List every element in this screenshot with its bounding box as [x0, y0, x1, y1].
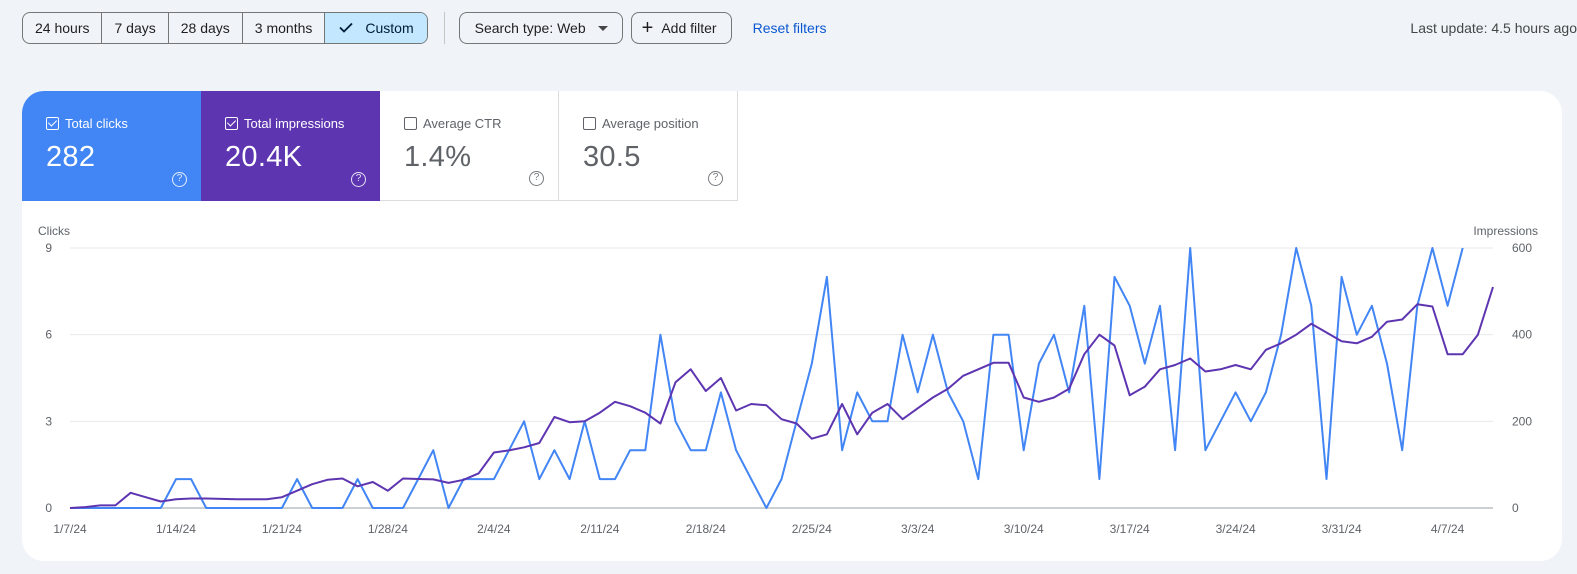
y2-tick-label: 400 — [1512, 328, 1532, 342]
range-24-hours-button[interactable]: 24 hours — [23, 13, 103, 43]
metric-average-ctr[interactable]: Average CTR 1.4% ? — [380, 91, 559, 201]
search-type-label: Search type: Web — [474, 20, 586, 36]
checkbox-checked-icon — [225, 117, 238, 130]
x-tick-label: 4/7/24 — [1431, 522, 1465, 536]
x-tick-label: 1/14/24 — [156, 522, 196, 536]
toolbar-divider — [443, 12, 445, 44]
search-type-dropdown[interactable]: Search type: Web — [458, 12, 623, 44]
range-3-months-button[interactable]: 3 months — [243, 13, 326, 43]
help-icon[interactable]: ? — [172, 172, 187, 187]
date-range-selector: 24 hours 7 days 28 days 3 months Custom — [22, 12, 428, 44]
metric-label: Average CTR — [423, 116, 502, 131]
x-tick-label: 1/21/24 — [262, 522, 302, 536]
help-icon[interactable]: ? — [529, 171, 544, 186]
y-tick-label: 3 — [45, 414, 52, 428]
y-tick-label: 6 — [45, 328, 52, 342]
y2-tick-label: 0 — [1512, 501, 1519, 515]
y2-axis-title: Impressions — [1473, 224, 1538, 238]
metric-average-position[interactable]: Average position 30.5 ? — [559, 91, 738, 201]
y2-tick-label: 600 — [1512, 241, 1532, 255]
y-tick-label: 0 — [45, 501, 52, 515]
checkbox-unchecked-icon — [583, 117, 596, 130]
gridlines — [70, 247, 1493, 509]
last-update-text: Last update: 4.5 hours ago — [1410, 20, 1577, 36]
x-tick-label: 3/31/24 — [1322, 522, 1362, 536]
y-tick-label: 9 — [45, 241, 52, 255]
help-icon[interactable]: ? — [351, 172, 366, 187]
metric-label: Total impressions — [244, 116, 345, 131]
y-axis-title: Clicks — [38, 224, 70, 238]
performance-chart: Clicks Impressions 0 3 6 9 0 200 400 600 1/7/2… — [22, 211, 1562, 551]
x-tick-label: 2/11/24 — [580, 522, 619, 536]
check-icon — [339, 20, 357, 36]
range-28-days-button[interactable]: 28 days — [169, 13, 243, 43]
reset-filters-link[interactable]: Reset filters — [752, 20, 827, 36]
metric-total-impressions[interactable]: Total impressions 20.4K ? — [201, 91, 380, 201]
y-axis-ticks: 0 3 6 9 — [45, 241, 52, 515]
x-tick-label: 1/7/24 — [53, 522, 87, 536]
help-icon[interactable]: ? — [708, 171, 723, 186]
range-7-days-button[interactable]: 7 days — [102, 13, 169, 43]
metric-value: 30.5 — [583, 141, 641, 173]
plus-icon: + — [641, 17, 654, 39]
series-lines — [69, 247, 1494, 509]
x-tick-label: 3/10/24 — [1004, 522, 1044, 536]
clicks-series-line — [70, 247, 1464, 509]
x-tick-label: 1/28/24 — [368, 522, 408, 536]
x-tick-label: 2/18/24 — [686, 522, 726, 536]
metric-label: Average position — [602, 116, 699, 131]
chart-svg: Clicks Impressions 0 3 6 9 0 200 400 600 1/7/2… — [38, 224, 1538, 536]
caret-down-icon — [597, 25, 608, 31]
x-tick-label: 3/17/24 — [1110, 522, 1150, 536]
metric-value: 282 — [46, 141, 96, 173]
metric-tabs: Total clicks 282 ? Total impressions 20.… — [22, 91, 738, 201]
checkbox-unchecked-icon — [404, 117, 417, 130]
metric-label: Total clicks — [65, 116, 128, 131]
metric-value: 20.4K — [225, 141, 303, 173]
add-filter-button[interactable]: + Add filter — [630, 12, 732, 44]
x-tick-label: 3/24/24 — [1216, 522, 1256, 536]
toolbar: 24 hours 7 days 28 days 3 months Custom … — [22, 12, 1577, 44]
checkbox-checked-icon — [46, 117, 59, 130]
x-tick-label: 3/3/24 — [901, 522, 935, 536]
y2-axis-ticks: 0 200 400 600 — [1512, 241, 1532, 515]
metric-value: 1.4% — [404, 141, 472, 173]
metric-total-clicks[interactable]: Total clicks 282 ? — [22, 91, 201, 201]
x-axis-ticks: 1/7/24 1/14/24 1/21/24 1/28/24 2/4/24 2/11/24… — [53, 522, 1464, 536]
performance-card: Total clicks 282 ? Total impressions 20.… — [22, 91, 1562, 561]
x-tick-label: 2/4/24 — [477, 522, 511, 536]
add-filter-label: Add filter — [661, 20, 717, 36]
range-custom-label: Custom — [365, 20, 414, 36]
impressions-series-line — [69, 286, 1494, 509]
range-custom-button[interactable]: Custom — [325, 13, 427, 43]
x-tick-label: 2/25/24 — [792, 522, 832, 536]
y2-tick-label: 200 — [1512, 414, 1532, 428]
